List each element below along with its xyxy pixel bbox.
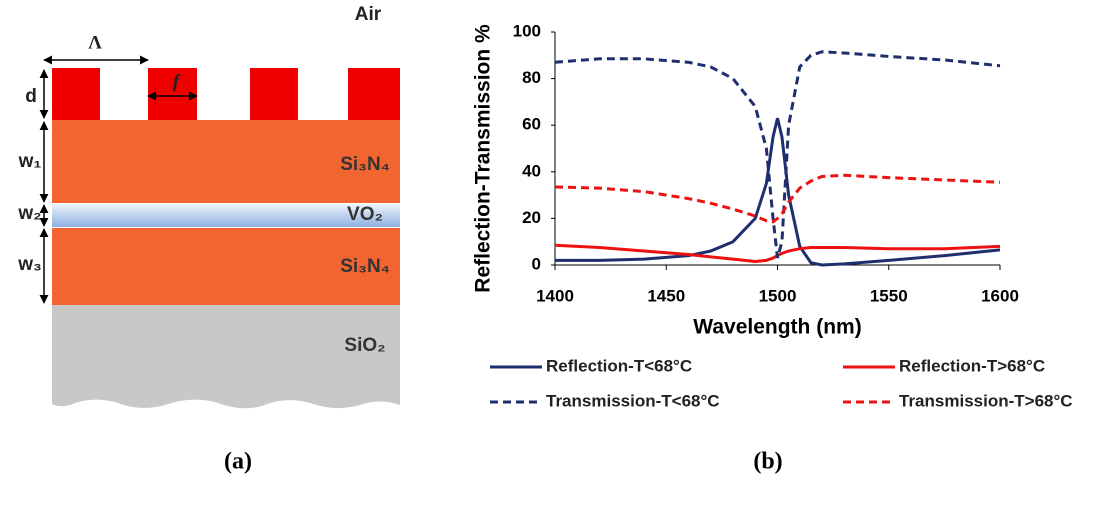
layer bbox=[52, 228, 400, 305]
label: w₂ bbox=[17, 203, 41, 224]
y-tick-label: 100 bbox=[513, 21, 541, 40]
label: Air bbox=[355, 4, 382, 25]
label: VO₂ bbox=[347, 204, 383, 225]
label: w₃ bbox=[17, 254, 42, 275]
caption: (b) bbox=[753, 449, 782, 475]
legend-label: Reflection-T>68°C bbox=[899, 356, 1045, 375]
grating-tooth bbox=[52, 68, 100, 121]
layer bbox=[52, 204, 400, 227]
label: w₁ bbox=[18, 151, 42, 172]
series-line bbox=[554, 50, 1001, 259]
y-axis-title: Reflection-Transmission % bbox=[472, 24, 495, 293]
label: Λ bbox=[88, 32, 102, 53]
chart: 0 20 40 60 80 100 1400 1450 1500 1550 1600 Waveleng… bbox=[472, 21, 1073, 410]
label: Si₃N₄ bbox=[340, 154, 390, 175]
arrows bbox=[39, 55, 198, 304]
caption: (a) bbox=[224, 449, 252, 475]
y-tick-label: 20 bbox=[522, 208, 541, 227]
y-tick-label: 40 bbox=[522, 161, 541, 180]
layer bbox=[52, 120, 400, 203]
x-tick-label: 1400 bbox=[536, 286, 574, 305]
x-axis-title: Wavelength (nm) bbox=[693, 316, 861, 339]
y-tick-label: 0 bbox=[532, 254, 541, 273]
series-line bbox=[555, 117, 1001, 267]
legend-label: Transmission-T<68°C bbox=[546, 391, 720, 410]
grating-tooth bbox=[348, 68, 400, 121]
diagram: Air Λ f d w₁ w₂ w₃ Si₃N₄ VO₂ Si₃N₄ SiO₂ … bbox=[17, 4, 400, 475]
label: Si₃N₄ bbox=[340, 256, 390, 277]
label: f bbox=[173, 71, 181, 92]
label: SiO₂ bbox=[344, 335, 385, 356]
legend-label: Reflection-T<68°C bbox=[546, 356, 692, 375]
legend-label: Transmission-T>68°C bbox=[899, 391, 1073, 410]
x-tick-label: 1450 bbox=[647, 286, 685, 305]
x-tick-label: 1600 bbox=[981, 286, 1019, 305]
series-line bbox=[554, 173, 1001, 224]
y-tick-label: 60 bbox=[522, 115, 541, 134]
y-tick-label: 80 bbox=[522, 68, 541, 87]
substrate bbox=[52, 305, 400, 409]
label: d bbox=[25, 86, 37, 107]
x-tick-label: 1550 bbox=[870, 286, 908, 305]
x-tick-label: 1500 bbox=[759, 286, 797, 305]
grating-tooth bbox=[250, 68, 298, 121]
